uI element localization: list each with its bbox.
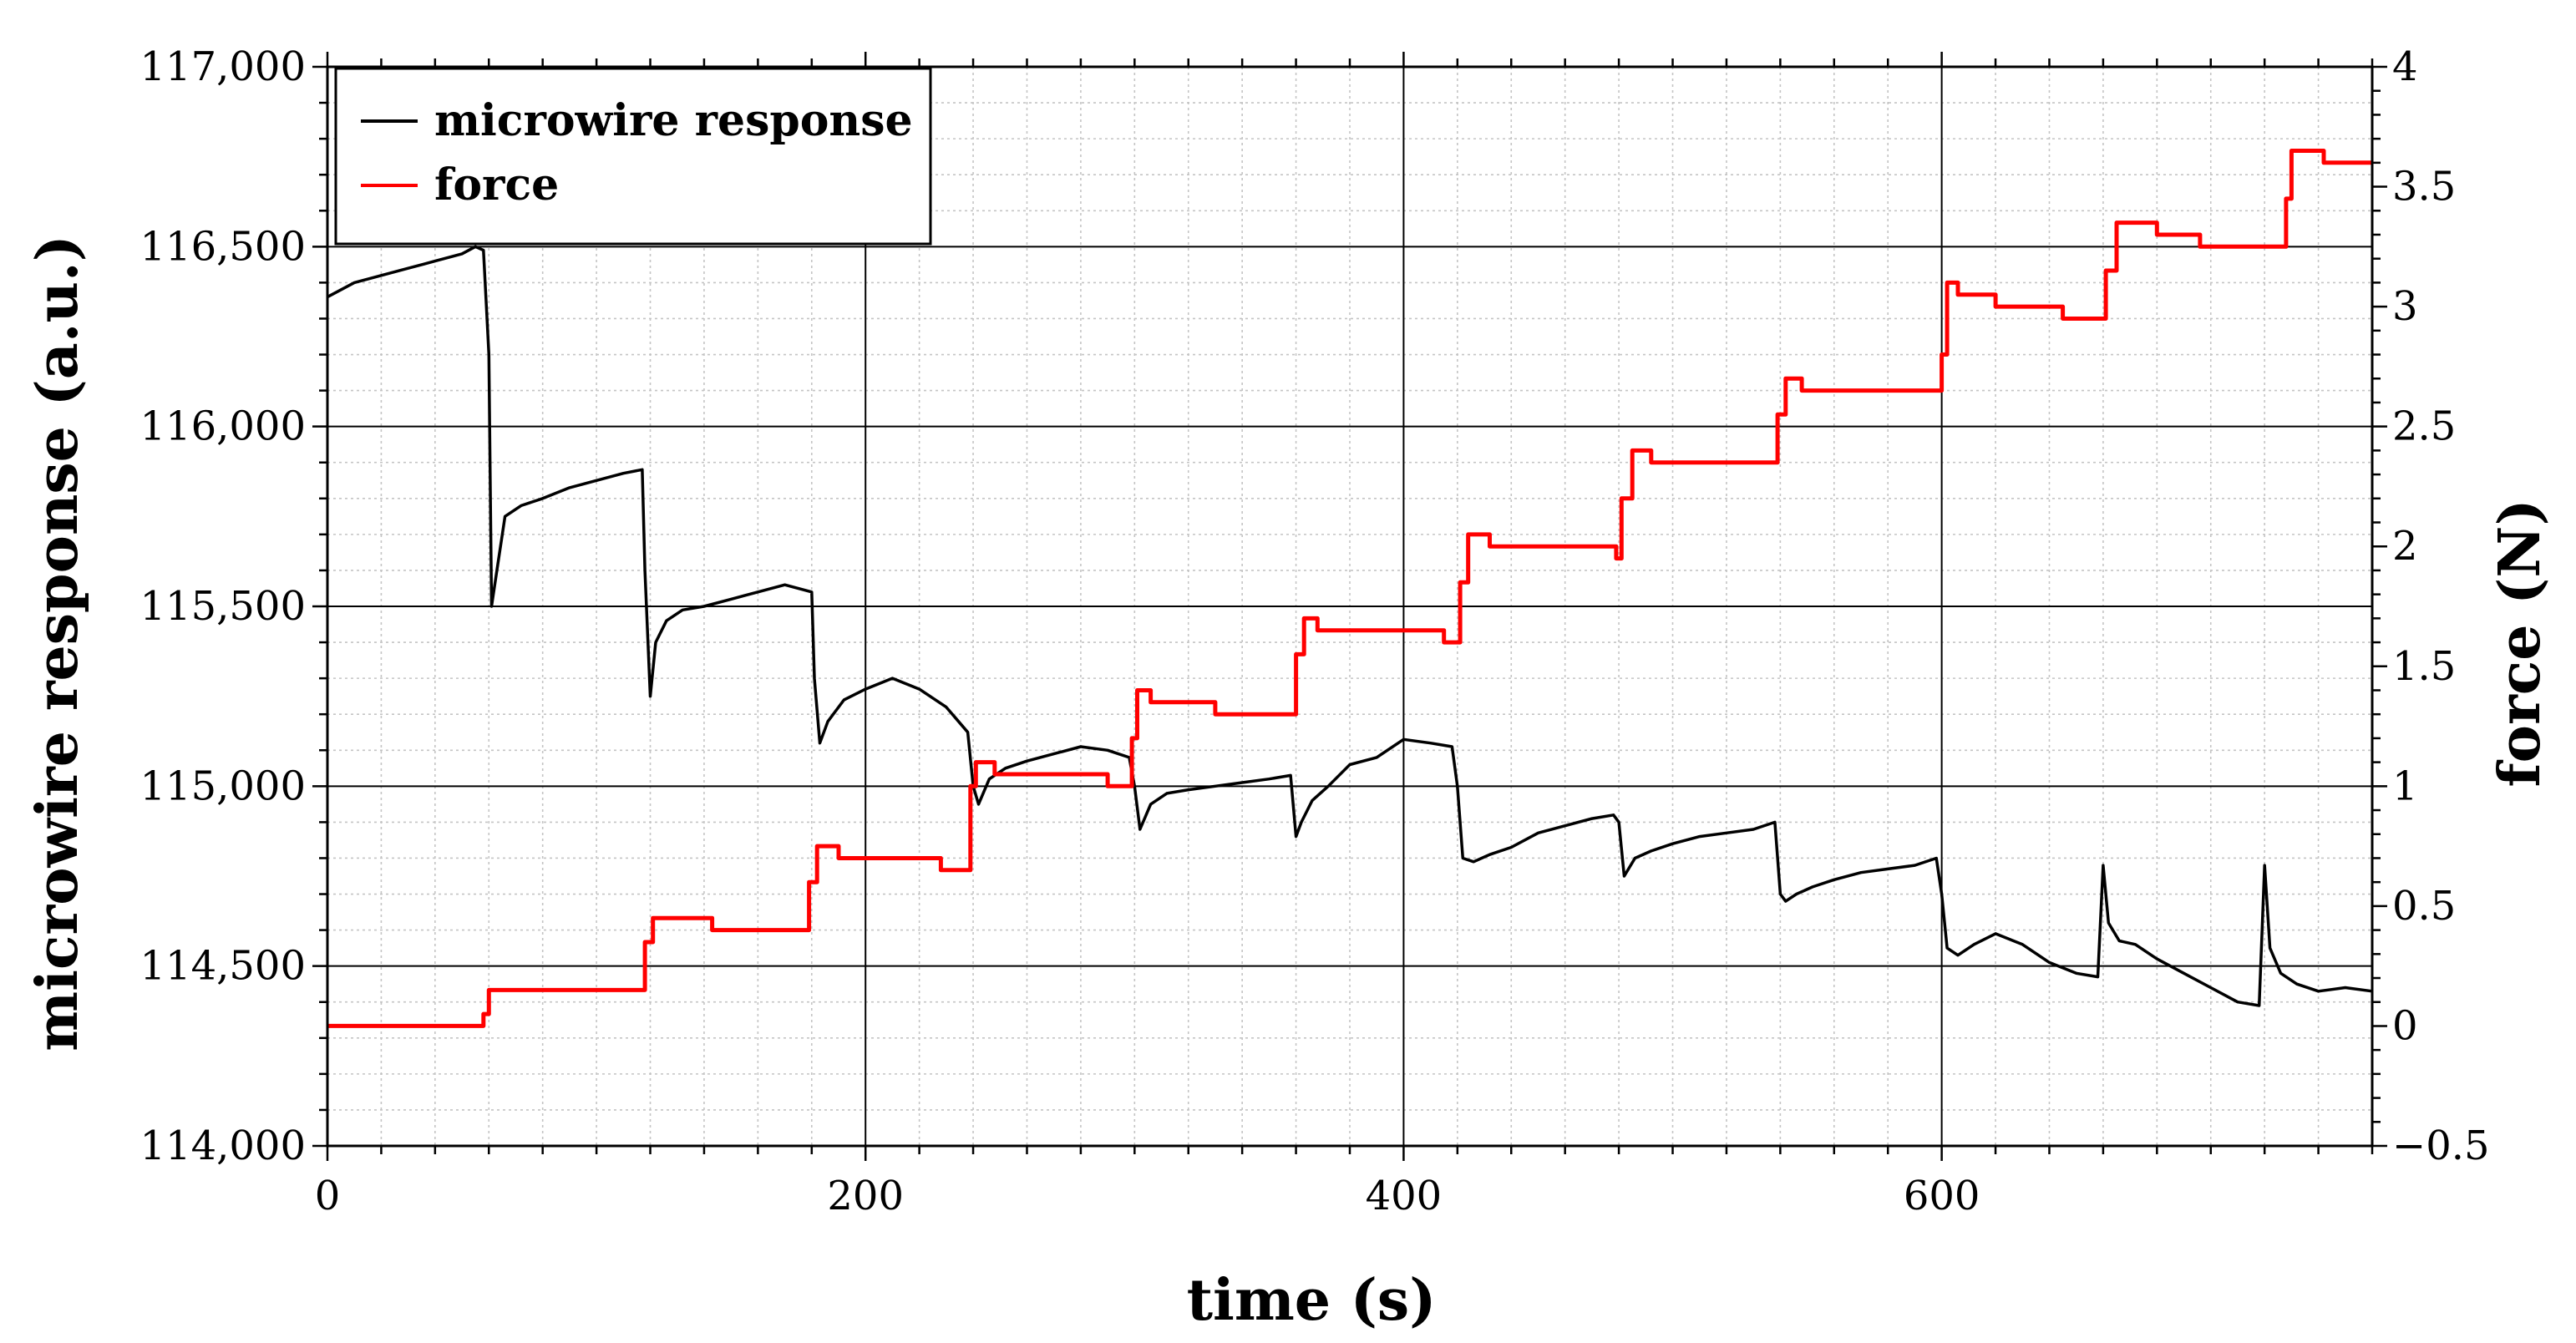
series-layer (327, 149, 2373, 1028)
y2-axis-title: force (N) (2487, 499, 2553, 787)
y2-tick-label: 0.5 (2392, 883, 2456, 930)
y-tick-label: 115,500 (140, 583, 307, 630)
tick-marks (312, 52, 2387, 1161)
y2-tick-label: 2 (2392, 523, 2418, 570)
y2-tick-label: 4 (2392, 43, 2418, 90)
y2-tick-label: 1.5 (2392, 643, 2456, 690)
y2-tick-label: 3 (2392, 283, 2418, 330)
x-tick-label: 200 (827, 1173, 904, 1219)
y2-tick-label: 3.5 (2392, 164, 2456, 210)
legend: microwire response force (334, 67, 932, 246)
y-tick-label: 117,000 (140, 43, 307, 90)
series-line-microwire-response (327, 245, 2373, 1007)
x-axis-title: time (s) (1187, 1267, 1437, 1334)
legend-label-microwire-response: microwire response (434, 95, 913, 146)
y-axis-title: microwire response (a.u.) (24, 235, 91, 1052)
y-tick-label: 115,000 (140, 763, 307, 809)
x-tick-label: 0 (315, 1173, 341, 1219)
major-grid (327, 67, 2372, 1146)
series-line-force (327, 149, 2372, 1028)
y2-tick-label: 2.5 (2392, 403, 2456, 450)
legend-label-force: force (434, 160, 559, 210)
y2-tick-label: 0 (2392, 1002, 2418, 1049)
y-tick-labels: 114,000 114,500 115,000 115,500 116,000 116,5… (140, 43, 307, 1169)
y2-tick-labels: −0.5 0 0.5 1 1.5 2 2.5 3 3.5 4 (2392, 43, 2490, 1169)
y2-tick-label: 1 (2392, 763, 2418, 809)
y-tick-label: 114,500 (140, 943, 307, 990)
x-tick-label: 600 (1904, 1173, 1980, 1219)
y2-tick-label: −0.5 (2392, 1123, 2490, 1169)
y-tick-label: 116,000 (140, 403, 307, 450)
x-tick-label: 400 (1366, 1173, 1443, 1219)
x-tick-labels: 0 200 400 600 (315, 1173, 1980, 1219)
y-tick-label: 114,000 (140, 1123, 307, 1169)
y-tick-label: 116,500 (140, 223, 307, 270)
legend-box (334, 67, 932, 246)
